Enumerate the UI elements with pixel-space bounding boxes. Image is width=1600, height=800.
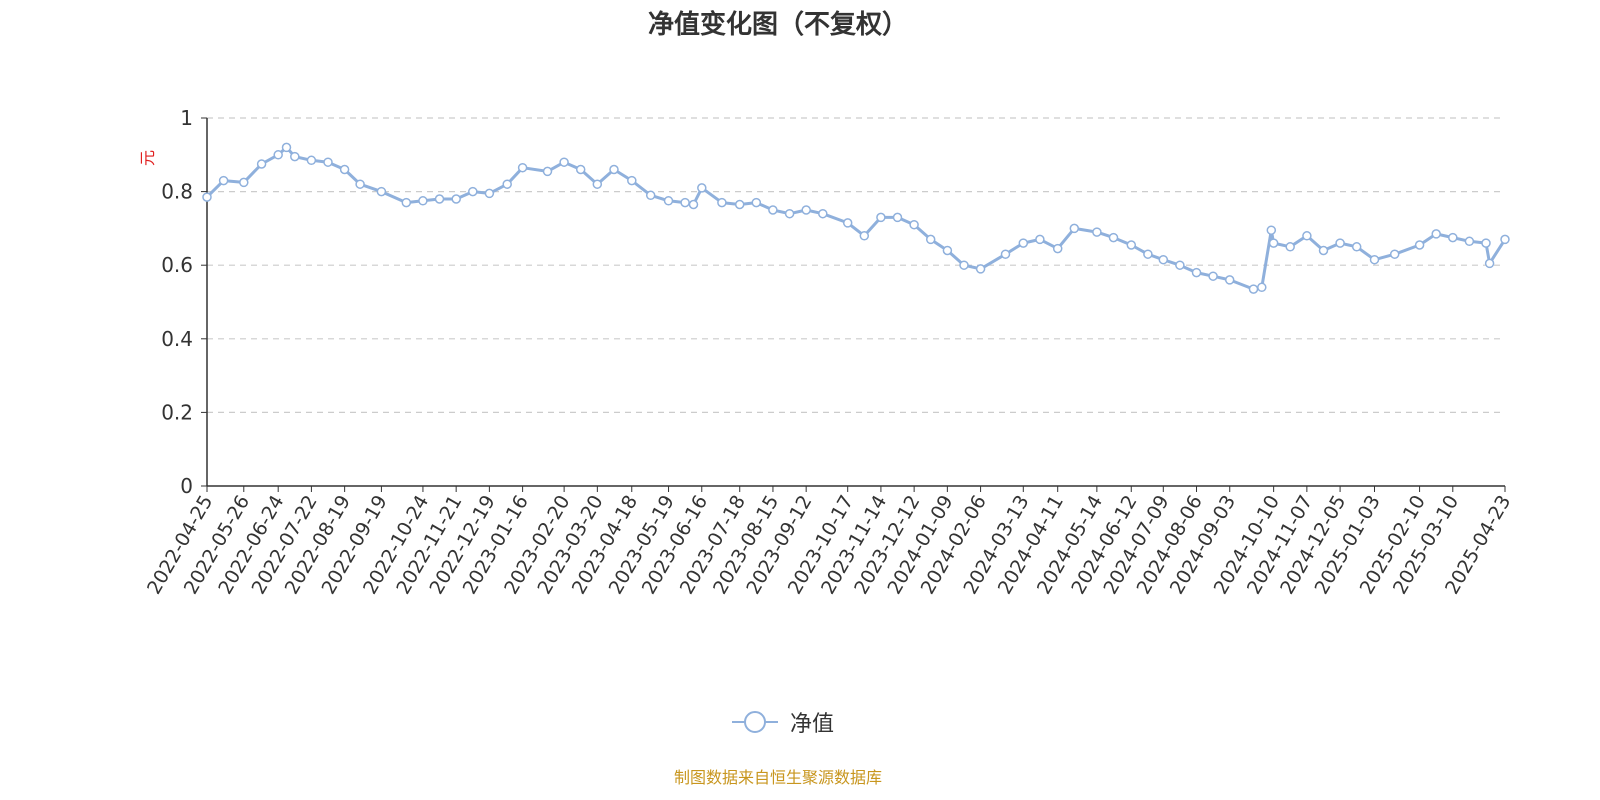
data-point[interactable] [734, 199, 745, 210]
data-point[interactable] [818, 208, 828, 219]
data-point[interactable] [697, 183, 707, 193]
data-point[interactable] [290, 151, 300, 162]
data-point[interactable] [645, 190, 656, 201]
data-point[interactable] [256, 159, 267, 169]
source-note: 制图数据来自恒生聚源数据库 [673, 768, 882, 787]
data-point[interactable] [680, 197, 690, 208]
data-point[interactable] [1431, 229, 1441, 239]
data-point[interactable] [717, 197, 727, 208]
data-point[interactable] [909, 219, 919, 230]
y-tick-label: 0.4 [161, 327, 193, 351]
data-point[interactable] [1069, 223, 1080, 234]
data-point[interactable] [468, 186, 478, 197]
data-point[interactable] [592, 179, 603, 189]
data-point[interactable] [323, 157, 333, 167]
data-point[interactable] [418, 196, 428, 206]
data-point[interactable] [517, 162, 528, 173]
series-line [205, 145, 1507, 291]
series-layer [202, 142, 1510, 294]
data-point[interactable] [1464, 236, 1475, 247]
legend-line-circle-icon [732, 711, 778, 733]
data-point[interactable] [609, 164, 619, 175]
legend-label: 净值 [790, 712, 835, 737]
data-point[interactable] [784, 208, 795, 219]
data-point[interactable] [1389, 249, 1400, 259]
data-point[interactable] [1335, 238, 1345, 248]
data-point[interactable] [801, 205, 811, 215]
data-point[interactable] [842, 218, 853, 228]
data-point[interactable] [484, 188, 495, 199]
data-point[interactable] [1224, 275, 1235, 285]
y-axis-label: 元 [138, 150, 157, 166]
data-point[interactable] [451, 194, 461, 204]
axes: 00.20.40.60.812022-04-252022-05-262022-0… [143, 106, 1515, 598]
y-tick-label: 1 [180, 106, 193, 130]
data-point[interactable] [1285, 242, 1295, 252]
data-point[interactable] [239, 177, 249, 188]
data-point[interactable] [959, 260, 969, 270]
y-tick-label: 0.8 [161, 180, 193, 204]
data-point[interactable] [751, 197, 762, 208]
data-point[interactable] [1257, 282, 1267, 293]
chart-title: 净值变化图（不复权） [647, 10, 908, 40]
data-point[interactable] [1248, 284, 1259, 294]
data-point[interactable] [1448, 232, 1458, 243]
data-point[interactable] [306, 155, 317, 166]
data-point[interactable] [376, 186, 387, 197]
data-point[interactable] [502, 179, 512, 189]
data-point[interactable] [273, 150, 283, 160]
data-point[interactable] [1351, 242, 1362, 252]
data-point[interactable] [1108, 232, 1119, 243]
data-point[interactable] [1018, 238, 1029, 248]
data-point[interactable] [1302, 231, 1312, 241]
data-point[interactable] [1175, 260, 1185, 270]
data-point[interactable] [627, 175, 637, 186]
data-point[interactable] [1035, 234, 1045, 245]
data-point[interactable] [975, 264, 986, 274]
data-point[interactable] [355, 179, 365, 189]
data-point[interactable] [876, 212, 886, 223]
y-tick-label: 0.2 [161, 400, 193, 424]
data-point[interactable] [202, 192, 212, 202]
data-point[interactable] [892, 212, 903, 223]
data-point[interactable] [1126, 240, 1137, 250]
grid-lines [207, 117, 1505, 413]
data-point[interactable] [339, 164, 350, 175]
data-point[interactable] [1268, 238, 1279, 248]
data-point[interactable] [1481, 238, 1491, 248]
data-point[interactable] [688, 199, 699, 210]
data-point[interactable] [559, 157, 569, 167]
data-point[interactable] [942, 245, 953, 256]
data-point[interactable] [1000, 249, 1011, 259]
data-point[interactable] [1052, 243, 1063, 254]
y-tick-label: 0.6 [161, 253, 193, 277]
data-point[interactable] [1158, 254, 1169, 265]
data-point[interactable] [281, 142, 292, 153]
data-point[interactable] [925, 234, 936, 245]
data-point[interactable] [1414, 240, 1425, 250]
y-tick-label: 0 [180, 474, 193, 498]
data-point[interactable] [1369, 254, 1380, 265]
data-point[interactable] [1500, 234, 1510, 245]
data-point[interactable] [218, 175, 229, 186]
legend[interactable]: 净值 [730, 704, 834, 740]
data-point[interactable] [859, 231, 870, 241]
data-point[interactable] [401, 197, 412, 208]
data-point[interactable] [1191, 267, 1202, 278]
data-point[interactable] [434, 194, 445, 204]
data-point[interactable] [575, 164, 586, 175]
data-point[interactable] [663, 196, 674, 206]
data-point[interactable] [1143, 249, 1153, 259]
data-point[interactable] [1092, 227, 1102, 237]
data-point[interactable] [1318, 245, 1329, 256]
data-point[interactable] [542, 166, 553, 177]
data-point[interactable] [1208, 271, 1218, 281]
data-point[interactable] [1484, 258, 1495, 269]
data-point[interactable] [1266, 225, 1277, 235]
data-point[interactable] [768, 205, 778, 215]
